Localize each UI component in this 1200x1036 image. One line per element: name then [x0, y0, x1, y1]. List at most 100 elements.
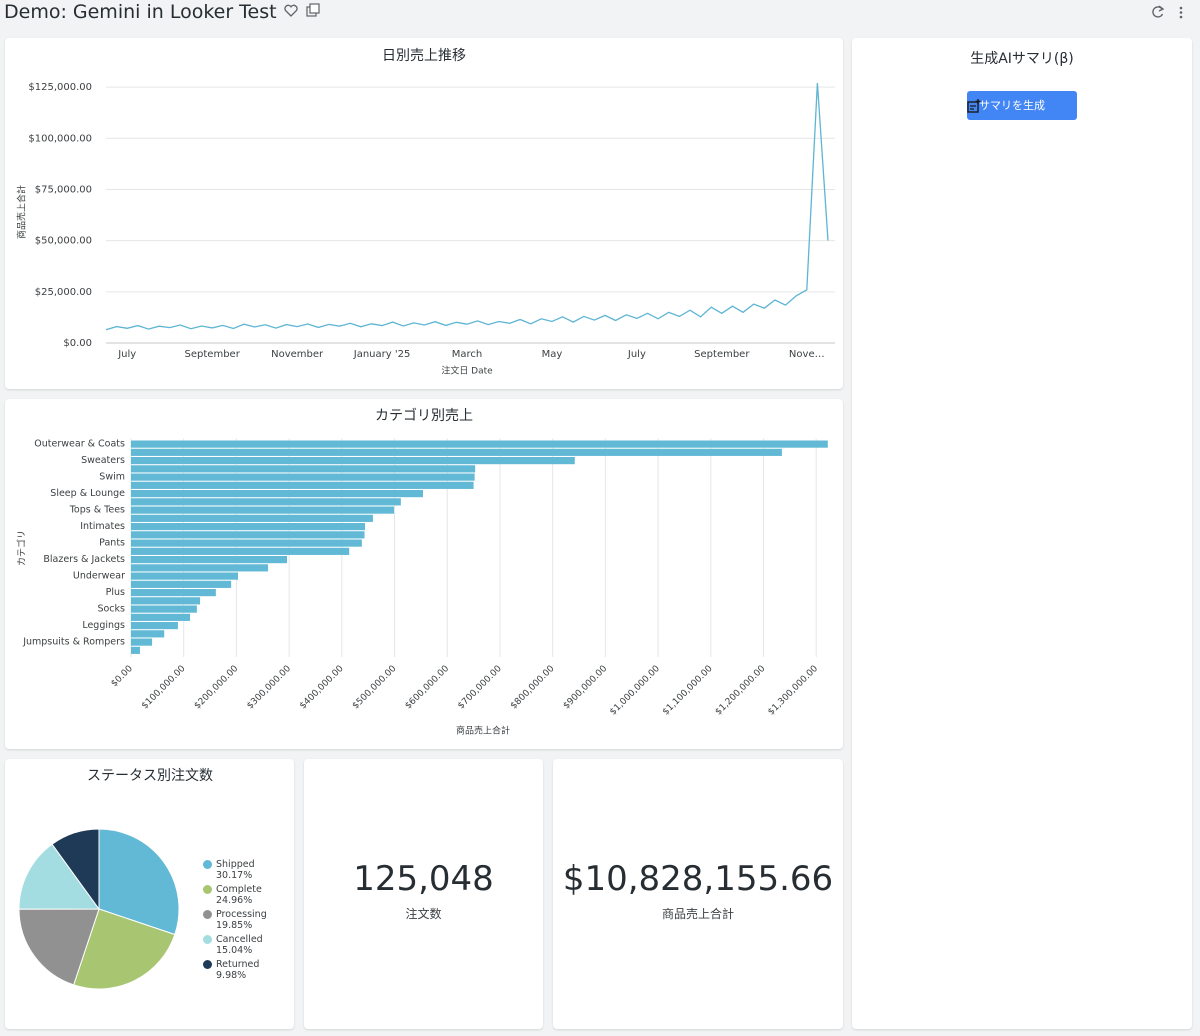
pie-slice [98, 828, 180, 936]
bar [131, 580, 232, 588]
legend-value: 24.96% [216, 895, 253, 906]
bar [131, 589, 216, 597]
legend-label: Processing [216, 909, 267, 920]
x-tick-label: November [271, 349, 324, 360]
bar [131, 622, 178, 630]
chart-title: カテゴリ別売上 [375, 407, 473, 424]
x-tick-label: $600,000.00 [404, 664, 452, 712]
pie-chart: ステータス別注文数 [18, 768, 213, 990]
x-tick-label: $700,000.00 [456, 664, 504, 712]
x-tick-label: $1,300,000.00 [766, 664, 820, 718]
x-tick-label: $900,000.00 [562, 664, 610, 712]
bar-chart: カテゴリ別売上 $0.00 $100,000.00 $200,000.00 $300,0… [16, 407, 828, 737]
y-tick-label: $0.00 [63, 338, 92, 349]
line-chart: 日別売上推移 $0.00 $25,000.00 $50,000.00 $75,000.0… [16, 48, 835, 377]
bar [131, 531, 365, 539]
y-tick-label: Blazers & Jackets [43, 554, 125, 565]
x-tick-label: $1,200,000.00 [714, 664, 768, 718]
legend-swatch [203, 935, 212, 944]
sales-line [105, 82, 829, 331]
x-tick-label: January '25 [353, 349, 411, 360]
bar [131, 465, 476, 473]
legend-label: Shipped [216, 859, 255, 870]
y-tick-label: Tops & Tees [69, 505, 125, 516]
y-tick-label: Plus [106, 587, 125, 598]
dashboard-title: Demo: Gemini in Looker Test [4, 1, 323, 23]
bar [131, 539, 362, 547]
legend-label: Cancelled [216, 934, 263, 945]
x-tick-label: July [117, 349, 136, 360]
y-tick-label: $125,000.00 [28, 82, 92, 93]
x-tick-label: $1,000,000.00 [608, 664, 662, 718]
bar [131, 473, 475, 481]
bar [131, 457, 575, 465]
y-tick-label: Leggings [82, 620, 125, 631]
bar [131, 440, 828, 448]
y-axis-title: カテゴリ [16, 530, 28, 566]
bar [131, 481, 474, 489]
bar [131, 523, 366, 531]
chart-title: ステータス別注文数 [87, 768, 213, 784]
x-tick-label: $500,000.00 [351, 664, 399, 712]
bar [131, 514, 373, 522]
legend-swatch [203, 860, 212, 869]
title-icons[interactable] [283, 3, 323, 19]
x-tick-label: July [627, 349, 646, 360]
x-tick-label: $1,100,000.00 [661, 664, 715, 718]
bar [131, 498, 401, 506]
legend-swatch [203, 910, 212, 919]
legend: Shipped 30.17% Complete 24.96% Processing … [203, 859, 287, 984]
kpi-value: 125,048 [353, 859, 494, 899]
x-axis-title: 商品売上合計 [456, 725, 510, 737]
x-axis-title: 注文日 Date [441, 365, 493, 377]
y-tick-label: Swim [99, 472, 125, 483]
legend-entry: Processing 19.85% [203, 909, 287, 931]
legend-entry: Shipped 30.17% [203, 859, 287, 881]
y-tick-label: Outerwear & Coats [34, 439, 125, 450]
y-tick-label: Underwear [73, 571, 125, 582]
y-tick-label: Intimates [80, 521, 125, 532]
button-label: サマリを生成 [979, 99, 1045, 112]
x-tick-label: $200,000.00 [193, 664, 241, 712]
x-tick-label: $300,000.00 [245, 664, 293, 712]
bar [131, 646, 140, 654]
generate-button[interactable]: サマリを生成 [967, 91, 1077, 120]
x-tick-label: $800,000.00 [509, 664, 557, 712]
kpi-label: 注文数 [405, 907, 442, 921]
y-tick-label: Pants [99, 538, 125, 549]
title-text: Demo: Gemini in Looker Test [4, 1, 277, 23]
x-tick-label: Nove… [789, 349, 825, 360]
chart-title: 日別売上推移 [382, 48, 466, 64]
bar [131, 605, 197, 613]
bar [131, 638, 153, 646]
bar [131, 506, 395, 514]
x-tick-label: March [452, 349, 482, 360]
header: Demo: Gemini in Looker Test [0, 0, 1200, 30]
kpi-label: 商品売上合計 [661, 907, 734, 921]
kpi-card: 125,048 注文数 [304, 759, 543, 1029]
kpi-card: $10,828,155.66 商品売上合計 [553, 759, 843, 1029]
legend-value: 19.85% [216, 920, 253, 931]
bar [131, 564, 269, 572]
x-tick-label: May [542, 349, 563, 360]
summary-card: 生成AIサマリ(β) サマリを生成 [852, 38, 1192, 1029]
legend-swatch [203, 885, 212, 894]
bar-card: カテゴリ別売上 $0.00 $100,000.00 $200,000.00 $300,0… [5, 399, 843, 749]
y-tick-label: Jumpsuits & Rompers [22, 637, 125, 648]
bar [131, 630, 165, 638]
line-card: 日別売上推移 $0.00 $25,000.00 $50,000.00 $75,000.0… [5, 38, 843, 389]
y-tick-label: Sleep & Lounge [50, 488, 125, 499]
y-tick-label: $25,000.00 [35, 287, 92, 298]
x-tick-label: $0.00 [110, 664, 135, 689]
bar [131, 490, 423, 498]
pie-card: ステータス別注文数 Shipped 30.17% Complete 24.96% P… [5, 759, 294, 1029]
legend-entry: Complete 24.96% [203, 884, 287, 906]
header-actions[interactable] [1148, 3, 1188, 23]
pie-slice [18, 908, 100, 986]
summary-title: 生成AIサマリ(β) [970, 51, 1074, 67]
legend-value: 9.98% [216, 970, 247, 981]
y-tick-label: Sweaters [81, 455, 125, 466]
pie-slice [18, 843, 100, 910]
x-tick-label: September [694, 349, 750, 360]
